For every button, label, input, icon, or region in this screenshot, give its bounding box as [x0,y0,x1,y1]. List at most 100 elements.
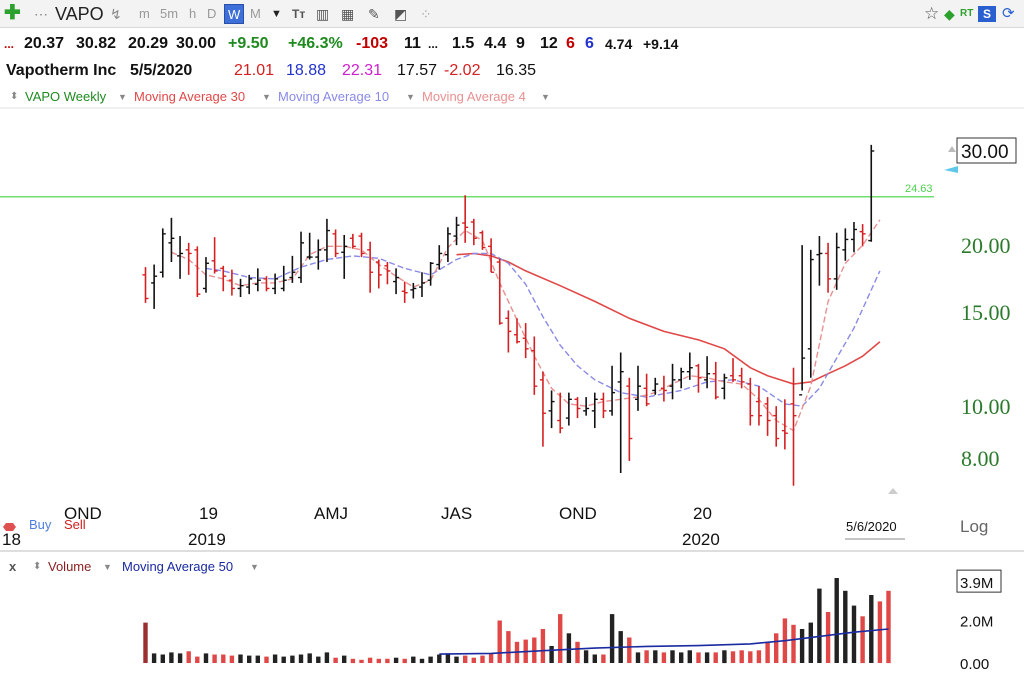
volume-bar [877,601,883,663]
legend-ma4-dropdown-icon[interactable]: ▼ [541,92,550,102]
volume-bar [635,652,641,663]
volume-bar [238,654,243,663]
volume-bar [411,656,416,663]
volume-axis-label: 0.00 [960,656,989,673]
ohlc-bar [151,264,158,309]
sell-label[interactable]: Sell [64,517,86,532]
ohlc-bar [850,221,857,253]
scroll-up-icon [888,488,898,494]
ohlc-bar [755,386,762,426]
legend-main-dropdown-icon[interactable]: ▼ [118,92,127,102]
volume-bar [428,656,433,663]
ohlc-bar [194,246,201,298]
quote-row2-value-2: 21.01 [234,62,275,79]
volume-bar [255,655,260,663]
timeframe-h[interactable]: h [189,6,197,21]
ohlc-bar [721,373,728,400]
legend-volume-dropdown-icon[interactable]: ▼ [103,562,112,572]
timeframe-5m[interactable]: 5m [160,6,179,21]
pencil-icon[interactable]: ✎ [368,6,380,22]
volume-bar [160,654,165,663]
ohlc-bar [298,231,305,283]
volume-menu-icon[interactable]: ⬍ [33,561,42,572]
s-icon[interactable]: S [978,6,996,22]
legend-vol-ma50[interactable]: Moving Average 50 [122,559,234,574]
x-year-label: 2020 [682,530,720,549]
ohlc-bar [375,259,382,289]
dots-icon[interactable]: ⁘ [420,6,432,22]
x-partial-label: 18 [2,530,21,549]
compare-icon[interactable]: ⋯ [34,6,48,22]
volume-bar [471,657,476,663]
volume-bar [592,654,597,663]
volume-bar [177,653,183,663]
volume-bar [169,652,174,663]
ohlc-bar [349,233,356,249]
volume-bar [359,659,364,663]
buy-label[interactable]: Buy [29,517,52,532]
ma30-line [456,252,881,385]
volume-bar [748,651,753,663]
quote-row1-value-0: ... [4,37,15,51]
volume-close-icon[interactable]: x [9,559,17,574]
legend-ma4[interactable]: Moving Average 4 [422,89,526,104]
data-table-icon[interactable]: ▦ [341,6,355,22]
ohlc-bar [600,392,607,419]
ticker-input[interactable]: VAPO [55,4,104,24]
volume-bar [843,590,848,664]
quote-row-1: ... 20.37 30.82 20.29 30.00 +9.50 +46.3% -103 11… [0,31,1024,57]
legend-volume[interactable]: Volume [48,559,92,574]
quote-row1-value-10: 1.5 [452,35,475,52]
refresh-icon[interactable]: ⟳ [1002,5,1015,22]
quote-row1-value-13: 12 [540,35,558,52]
timeframe-month[interactable]: M [250,6,261,21]
ohlc-bar [436,245,443,270]
volume-bar [609,614,615,663]
legend-ma30-dropdown-icon[interactable]: ▼ [262,92,271,102]
star-icon[interactable]: ☆ [924,4,940,23]
chart-type-icon[interactable]: ↯ [110,6,122,22]
bar-style-icon[interactable]: ▥ [316,6,330,22]
quote-row1-value-7: -103 [356,35,389,52]
log-scale-toggle[interactable]: Log [960,517,988,536]
volume-max-box [956,569,1002,593]
quote-row1-value-4: 30.00 [176,35,217,52]
timeframe-w[interactable]: W [224,4,245,24]
timeframe-d[interactable]: D [207,6,217,21]
ohlc-bar [289,255,296,283]
ohlc-bar [686,352,693,380]
trend-icon[interactable]: ◆ [944,6,955,22]
volume-bar [333,657,338,663]
legend-vol-ma50-dropdown-icon[interactable]: ▼ [250,562,259,572]
volume-bar [480,655,485,663]
chart-legend: ⬍ VAPO Weekly ▼ Moving Average 30 ▼ Movi… [0,86,1024,108]
rt-icon[interactable]: RT [960,8,974,19]
volume-bar [151,653,157,663]
legend-ma10-dropdown-icon[interactable]: ▼ [406,92,415,102]
ohlc-bar [514,318,521,344]
ohlc-bar [799,245,806,396]
quote-row1-value-9: ... [428,37,439,51]
legend-ma10[interactable]: Moving Average 10 [278,89,390,104]
ohlc-bar [254,268,261,292]
text-tool-icon[interactable]: Tт [292,7,306,21]
ohlc-bar [496,258,503,325]
volume-bar [264,656,269,663]
ohlc-bar [730,358,737,382]
dropdown-icon[interactable]: ▼ [271,8,282,20]
add-icon[interactable]: ✚ [4,2,21,24]
legend-menu-icon[interactable]: ⬍ [10,91,19,102]
ohlc-bar [591,392,598,429]
volume-bar [454,656,459,663]
price-pointer-icon [944,166,958,173]
legend-ma30[interactable]: Moving Average 30 [134,89,246,104]
volume-axis-label: 2.0M [960,614,993,631]
x-tick-label: JAS [441,504,472,523]
timeframe-m[interactable]: m [139,6,150,21]
folder-icon[interactable]: ◩ [394,6,408,22]
y-tick-label: 15.00 [961,300,1011,325]
quote-row2-value-0: Vapotherm Inc [6,62,117,79]
legend-main[interactable]: VAPO Weekly [25,89,107,104]
ohlc-bar [393,268,400,295]
